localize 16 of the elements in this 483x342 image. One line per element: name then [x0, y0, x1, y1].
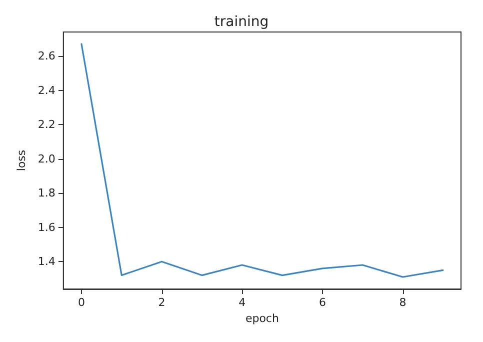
y-axis-title: loss	[15, 150, 28, 172]
x-axis-title: epoch	[245, 312, 279, 325]
y-tick-label: 1.8	[38, 186, 56, 200]
x-tick-label: 0	[78, 296, 85, 309]
y-tick-label: 1.6	[38, 220, 56, 234]
chart-title: training	[214, 14, 269, 30]
x-tick-label: 6	[318, 296, 326, 309]
x-tick-label: 8	[399, 296, 406, 309]
y-tick-label: 1.4	[38, 255, 56, 268]
y-tick-label: 2.4	[38, 84, 56, 97]
y-tick-label: 2.2	[38, 118, 56, 132]
y-tick-label: 2.0	[38, 152, 56, 166]
y-tick-label: 2.6	[38, 49, 56, 62]
x-tick-label: 2	[158, 296, 166, 309]
line-series	[80, 43, 444, 278]
x-tick-label: 4	[238, 296, 246, 309]
